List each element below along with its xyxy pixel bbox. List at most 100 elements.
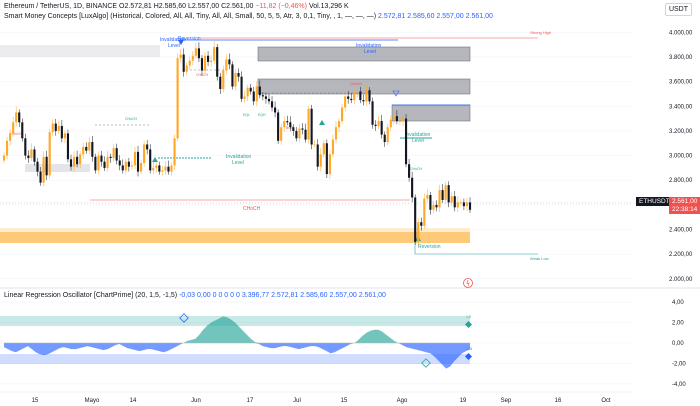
candle: [280, 123, 283, 145]
candle: [161, 165, 164, 176]
ohlc-open: O2.572,81: [119, 3, 152, 10]
invalidation-label-2b: Level: [364, 49, 376, 55]
candle: [237, 68, 240, 82]
candle: [322, 140, 325, 158]
candle: [270, 96, 274, 112]
current-price-tag: 2.561,00: [669, 197, 700, 206]
candle: [33, 146, 36, 166]
price-axis-label: 2.000,00: [669, 277, 693, 283]
invalidation-label-1b: Level: [232, 160, 244, 166]
candle: [188, 56, 191, 70]
candle: [9, 128, 12, 146]
candle: [27, 150, 30, 163]
candle: [249, 83, 252, 95]
candle: [222, 65, 225, 93]
symbol-legend[interactable]: Ethereum / TetherUS, 1D, BINANCE O2.572,…: [4, 3, 349, 10]
osc-value-2: 0: [212, 292, 217, 299]
osc-axis-label: -2,00: [672, 361, 686, 367]
choch-label-1: CHoCH: [125, 117, 138, 121]
currency-button[interactable]: USDT: [664, 3, 692, 16]
osc-axis-label: 0,00: [672, 341, 684, 347]
candle: [264, 92, 268, 104]
price-axis[interactable]: 4.000,00 3.800,00 3.600,00 3.400,00 3.200,00…: [669, 30, 693, 283]
price-axis-label: 3.600,00: [669, 80, 693, 86]
candle: [417, 218, 420, 246]
bearish-triangle-2: [392, 90, 400, 97]
osc-value-8: 2.572,81: [271, 292, 299, 299]
osc-negative-area: [4, 343, 470, 369]
candle: [465, 197, 469, 211]
candle: [127, 157, 130, 172]
time-axis-label: 14: [130, 398, 137, 404]
candle: [30, 143, 33, 162]
candle: [164, 161, 167, 176]
candle: [60, 119, 63, 143]
smc-indicator-legend[interactable]: Smart Money Concepts [LuxAlgo] (Historic…: [4, 13, 493, 20]
ob-zone-left-top: [0, 45, 160, 57]
candle: [341, 103, 344, 125]
candle: [149, 144, 152, 174]
candle: [331, 134, 335, 158]
candle: [404, 114, 408, 168]
candle: [167, 160, 170, 175]
osc-lower-marker: [464, 352, 473, 361]
candle: [97, 151, 100, 175]
osc-value-7: 3.396,77: [241, 292, 270, 299]
candle-countdown-tag: 22:38:14: [669, 205, 700, 214]
osc-lower-band: [0, 354, 470, 364]
bearish-triangle-1: [178, 40, 184, 45]
symbol-price-tag: ETHUSDT: [636, 197, 673, 206]
choch-label-3: CHoCH: [10, 132, 23, 136]
candle: [319, 148, 322, 172]
candle: [374, 120, 377, 131]
candle: [353, 89, 356, 105]
candle: [231, 61, 234, 90]
smc-value-0: 2.572,81: [378, 13, 406, 20]
candle: [115, 143, 118, 165]
alert-clock-icon[interactable]: [463, 278, 473, 288]
osc-value-10: 2.557,00: [329, 292, 357, 299]
candle: [261, 92, 264, 101]
time-axis-label: Jun: [191, 398, 201, 404]
oscillator-axis[interactable]: 4,00 2,00 0,00 -2,00 -4,00: [672, 300, 686, 388]
volume: Vol.13,296 K: [308, 3, 349, 10]
candle: [15, 106, 18, 127]
smc-indicator-name: Smart Money Concepts [LuxAlgo] (Historic…: [4, 13, 377, 20]
candle: [438, 184, 441, 213]
candle: [447, 181, 450, 208]
price-change: −11,82 (−0,46%): [255, 3, 307, 10]
candle: [246, 84, 249, 102]
candle: [252, 86, 255, 106]
candle: [453, 190, 456, 212]
candle: [426, 188, 429, 203]
time-axis[interactable]: 15 Mayo 14 Jun 17 Jul 15 Ago 19 Sep 16 Oct: [32, 398, 611, 404]
ohlc-low: L2.557,00: [187, 3, 220, 10]
candle: [21, 118, 24, 142]
candle: [441, 184, 444, 204]
osc-indicator-legend[interactable]: Linear Regression Oscillator [ChartPrime…: [4, 292, 386, 299]
reversion-label-bottom: Reversion: [418, 244, 441, 250]
candle: [429, 191, 432, 215]
candle: [206, 51, 210, 66]
candle: [347, 91, 350, 104]
candle: [146, 139, 149, 155]
candle: [365, 84, 368, 107]
candle: [24, 133, 27, 160]
candle: [240, 71, 243, 102]
candle: [203, 51, 207, 74]
candle: [286, 115, 289, 126]
osc-lower-threshold-label: -1,5: [466, 347, 472, 351]
candle: [334, 121, 338, 144]
osc-axis-label: 2,00: [672, 321, 684, 327]
choch-label-bottom: CHoCH: [243, 206, 261, 212]
candle: [72, 151, 76, 172]
candle: [420, 217, 423, 231]
candle: [158, 161, 161, 175]
candle: [462, 198, 465, 211]
candle: [307, 105, 310, 144]
candle: [468, 197, 472, 213]
candle: [5, 136, 9, 160]
candle: [310, 104, 313, 150]
